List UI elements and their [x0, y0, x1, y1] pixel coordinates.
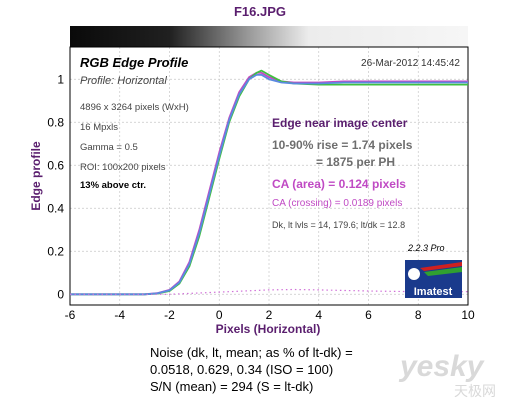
- axis-ticks: -6 -4 -2 0 2 4 6 8 10 0 0.2 0.4 0.6 0.8 1: [47, 72, 475, 322]
- timestamp: 26-Mar-2012 14:45:42: [361, 58, 460, 69]
- x-tick-label: 0: [216, 308, 223, 322]
- rise-distance: 10-90% rise = 1.74 pixels: [272, 138, 413, 152]
- edge-gradient-bar: [70, 26, 468, 47]
- ca-area: CA (area) = 0.124 pixels: [272, 177, 406, 191]
- series-line-4: [70, 288, 468, 295]
- watermark-sub: 天极网: [454, 383, 496, 399]
- info-roi: ROI: 100x200 pixels: [80, 162, 166, 173]
- plot-frame: [69, 46, 469, 306]
- x-tick-label: 2: [266, 308, 273, 322]
- y-tick-label: 0.8: [47, 115, 64, 129]
- chart-subtitle: Profile: Horizontal: [80, 75, 167, 87]
- y-axis-label: Edge profile: [29, 141, 43, 211]
- yesky-watermark: yesky 天极网: [398, 350, 496, 399]
- noise-line-2: 0.0518, 0.629, 0.34 (ISO = 100): [150, 362, 334, 377]
- series-line-3: [70, 74, 468, 296]
- x-axis-label: Pixels (Horizontal): [216, 322, 321, 336]
- noise-summary: Noise (dk, lt, mean; as % of lt-dk) = 0.…: [150, 344, 450, 395]
- watermark-brand: yesky: [398, 350, 485, 383]
- x-tick-label: 10: [461, 308, 475, 322]
- ca-crossing: CA (crossing) = 0.0189 pixels: [272, 198, 402, 209]
- rise-per-ph: = 1875 per PH: [316, 155, 395, 169]
- file-title: F16.JPG: [234, 4, 286, 19]
- y-tick-label: 0: [57, 287, 64, 301]
- y-tick-label: 0.6: [47, 158, 64, 172]
- y-tick-label: 0.4: [47, 201, 64, 215]
- x-tick-label: -6: [65, 308, 76, 322]
- info-mpxls: 16 Mpxls: [80, 122, 118, 133]
- dark-light-levels: Dk, lt lvls = 14, 179.6; lt/dk = 12.8: [272, 220, 405, 230]
- info-pixels: 4896 x 3264 pixels (WxH): [80, 102, 189, 113]
- logo-brand: Imatest: [414, 286, 453, 298]
- edge-location: Edge near image center: [272, 116, 408, 130]
- info-above-center: 13% above ctr.: [80, 180, 146, 191]
- imatest-logo: Imatest: [405, 260, 462, 298]
- series-lines: [70, 69, 468, 296]
- version-label: 2.2.3 Pro: [407, 243, 445, 253]
- noise-line-3: S/N (mean) = 294 (S = lt-dk): [150, 379, 314, 394]
- x-tick-label: -2: [164, 308, 175, 322]
- x-tick-label: -4: [114, 308, 125, 322]
- y-tick-label: 0.2: [47, 244, 64, 258]
- y-tick-label: 1: [57, 72, 64, 86]
- x-tick-label: 4: [315, 308, 322, 322]
- info-gamma: Gamma = 0.5: [80, 142, 138, 153]
- noise-line-1: Noise (dk, lt, mean; as % of lt-dk) =: [150, 345, 353, 360]
- chart-title: RGB Edge Profile: [80, 55, 188, 70]
- x-tick-label: 6: [365, 308, 372, 322]
- x-tick-label: 8: [415, 308, 422, 322]
